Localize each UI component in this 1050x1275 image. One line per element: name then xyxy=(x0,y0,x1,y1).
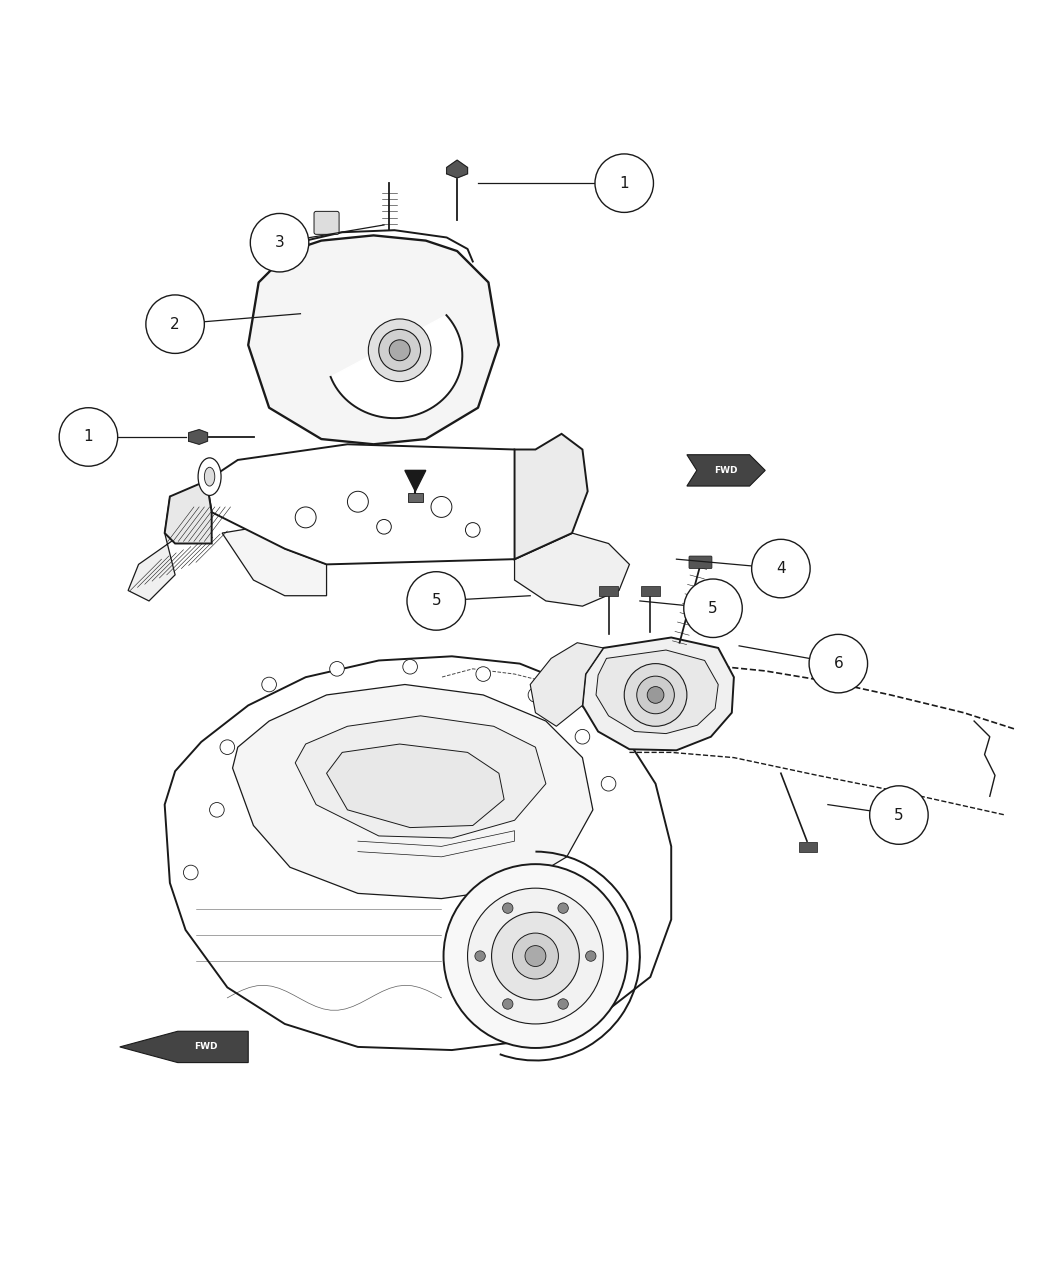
FancyBboxPatch shape xyxy=(314,212,339,235)
Circle shape xyxy=(443,864,627,1048)
Circle shape xyxy=(810,635,867,692)
Circle shape xyxy=(602,776,616,790)
Polygon shape xyxy=(327,745,504,827)
Text: 5: 5 xyxy=(432,593,441,608)
Circle shape xyxy=(465,523,480,537)
Circle shape xyxy=(512,933,559,979)
Polygon shape xyxy=(232,685,593,899)
Circle shape xyxy=(467,889,604,1024)
Circle shape xyxy=(475,951,485,961)
Text: 1: 1 xyxy=(84,430,93,445)
Circle shape xyxy=(869,785,928,844)
Circle shape xyxy=(348,491,369,513)
Text: FWD: FWD xyxy=(194,1043,217,1052)
Text: 6: 6 xyxy=(834,657,843,671)
Text: 4: 4 xyxy=(776,561,785,576)
Polygon shape xyxy=(331,315,462,418)
Circle shape xyxy=(624,663,687,727)
Polygon shape xyxy=(120,1031,248,1062)
Circle shape xyxy=(295,507,316,528)
Circle shape xyxy=(684,579,742,638)
Polygon shape xyxy=(514,533,629,606)
Text: 1: 1 xyxy=(620,176,629,191)
Circle shape xyxy=(220,740,234,755)
Circle shape xyxy=(595,154,653,213)
Text: 3: 3 xyxy=(275,235,285,250)
Circle shape xyxy=(525,946,546,966)
Text: 5: 5 xyxy=(708,601,718,616)
Circle shape xyxy=(503,903,513,913)
Circle shape xyxy=(636,676,674,714)
Polygon shape xyxy=(207,444,572,565)
Circle shape xyxy=(491,912,580,1000)
Circle shape xyxy=(647,687,664,704)
Circle shape xyxy=(528,687,543,703)
Circle shape xyxy=(503,998,513,1010)
FancyBboxPatch shape xyxy=(408,493,423,502)
Text: 2: 2 xyxy=(170,316,180,332)
Circle shape xyxy=(330,662,344,676)
Polygon shape xyxy=(165,657,671,1051)
FancyBboxPatch shape xyxy=(799,843,818,852)
Polygon shape xyxy=(596,650,718,733)
Circle shape xyxy=(390,340,411,361)
Polygon shape xyxy=(530,643,604,727)
Polygon shape xyxy=(514,434,588,560)
FancyBboxPatch shape xyxy=(689,556,712,569)
Circle shape xyxy=(250,213,309,272)
Polygon shape xyxy=(165,481,212,543)
Text: 5: 5 xyxy=(895,807,904,822)
Circle shape xyxy=(59,408,118,467)
Circle shape xyxy=(379,329,421,371)
Ellipse shape xyxy=(198,458,222,496)
Circle shape xyxy=(146,295,205,353)
Polygon shape xyxy=(128,491,228,601)
FancyBboxPatch shape xyxy=(600,586,618,595)
Polygon shape xyxy=(189,430,208,444)
Circle shape xyxy=(558,903,568,913)
Polygon shape xyxy=(446,161,467,179)
Circle shape xyxy=(261,677,276,692)
Ellipse shape xyxy=(205,467,215,486)
Text: FWD: FWD xyxy=(714,465,738,474)
Circle shape xyxy=(476,667,490,681)
Circle shape xyxy=(369,319,430,381)
Circle shape xyxy=(210,802,225,817)
Circle shape xyxy=(184,866,198,880)
Polygon shape xyxy=(248,236,499,444)
Circle shape xyxy=(403,659,418,674)
Polygon shape xyxy=(405,470,426,491)
Circle shape xyxy=(558,998,568,1010)
Circle shape xyxy=(430,496,452,518)
Circle shape xyxy=(377,519,392,534)
Polygon shape xyxy=(223,528,327,595)
Circle shape xyxy=(752,539,811,598)
Circle shape xyxy=(575,729,590,745)
Circle shape xyxy=(407,571,465,630)
Polygon shape xyxy=(687,455,765,486)
Polygon shape xyxy=(295,715,546,838)
FancyBboxPatch shape xyxy=(640,586,659,595)
Circle shape xyxy=(586,951,596,961)
Polygon shape xyxy=(583,638,734,750)
